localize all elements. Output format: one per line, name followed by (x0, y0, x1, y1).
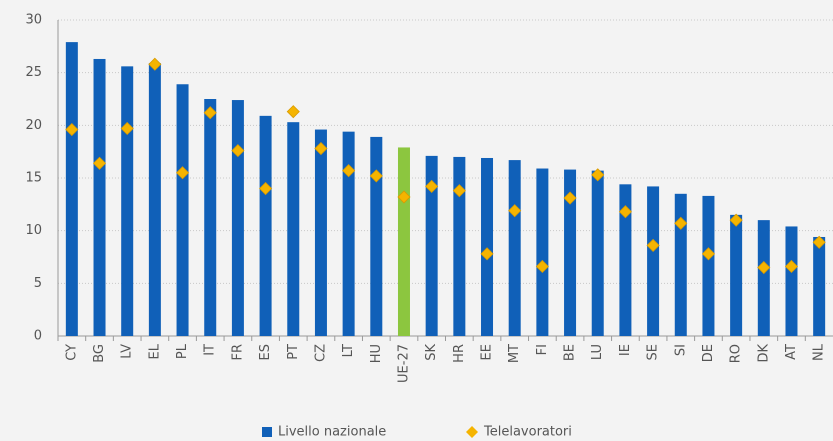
x-tick-label: FR (230, 344, 245, 361)
diamond-marker (508, 204, 522, 218)
bar (785, 226, 798, 336)
x-tick-label: CY (64, 344, 79, 361)
legend-label: Telelavoratori (483, 425, 572, 440)
diamond-marker (92, 156, 107, 170)
x-tick-label: NL (812, 343, 827, 361)
x-tick-label: AT (784, 344, 799, 360)
diamond-marker (674, 216, 688, 230)
bar (65, 42, 78, 337)
diamond-marker (65, 122, 79, 137)
bar (93, 58, 106, 337)
diamond-marker (120, 121, 134, 136)
diamond-marker (259, 181, 273, 196)
x-tick-label: EL (147, 343, 162, 359)
y-tick-label: 5 (34, 276, 42, 291)
bar (674, 193, 687, 336)
x-tick-label: LU (590, 344, 605, 360)
diamond-marker (342, 164, 356, 178)
diamond-marker (591, 168, 605, 182)
diamond-marker (480, 247, 494, 261)
bar (425, 155, 438, 336)
bar (702, 195, 715, 336)
diamond-marker (231, 144, 245, 158)
x-tick-label: HU (369, 344, 384, 363)
diamond-marker (425, 179, 439, 193)
x-tick-label: HR (452, 344, 467, 363)
x-tick-label: LT (341, 344, 356, 357)
diamond-marker (563, 191, 577, 205)
diamond-marker (369, 169, 383, 183)
bar (591, 170, 604, 336)
x-tick-label: DK (756, 344, 771, 363)
x-tick-label: BE (563, 344, 578, 361)
x-tick-label: ES (258, 344, 273, 360)
x-tick-label: SI (673, 344, 688, 356)
legend-label: Livello nazionale (278, 425, 386, 440)
bar (730, 214, 743, 336)
bar (508, 160, 521, 336)
bar (647, 186, 660, 336)
x-tick-label: IE (618, 344, 633, 356)
diamond-marker (646, 238, 660, 252)
diamond-marker (452, 184, 466, 198)
x-tick-label: FI (535, 344, 550, 355)
x-tick-label: SK (424, 344, 439, 361)
bar (204, 99, 217, 336)
x-tick-label: BG (92, 344, 107, 363)
bar (287, 122, 300, 336)
bar (231, 100, 244, 336)
diamond-marker (175, 166, 190, 180)
y-tick-label: 10 (25, 223, 42, 238)
diamond-marker (148, 57, 162, 71)
bar (397, 147, 410, 336)
diamond-marker (701, 247, 716, 261)
x-tick-label: LV (120, 344, 135, 359)
x-tick-label: PT (286, 344, 301, 360)
diamond-marker (618, 205, 632, 219)
y-tick-label: 0 (34, 329, 42, 344)
bar (370, 136, 383, 336)
diamond-marker (535, 259, 549, 274)
x-tick-label: EE (480, 344, 495, 360)
diamond-marker (314, 141, 328, 156)
diamond-marker (729, 213, 743, 227)
bar (148, 63, 161, 336)
bar (481, 157, 494, 336)
bar (121, 66, 134, 336)
x-tick-label: PL (175, 343, 190, 359)
x-tick-label: CZ (313, 344, 328, 362)
bar (176, 84, 189, 337)
diamond-marker (757, 260, 771, 275)
y-tick-label: 15 (25, 171, 42, 186)
diamond-marker (784, 259, 799, 274)
x-tick-label: MT (507, 344, 522, 363)
bar (342, 131, 355, 336)
y-tick-label: 25 (25, 65, 42, 80)
bar (453, 156, 466, 336)
bar (536, 168, 549, 336)
legend-marker (466, 426, 478, 438)
x-tick-label: DE (701, 344, 716, 362)
diamond-marker (812, 235, 826, 249)
x-tick-label: IT (203, 344, 218, 356)
bar (757, 220, 770, 336)
bar (813, 236, 826, 336)
legend-swatch (262, 427, 272, 437)
bar (619, 184, 632, 336)
diamond-marker (286, 105, 300, 119)
bar (314, 129, 327, 336)
bar (259, 115, 272, 336)
y-tick-label: 20 (25, 118, 42, 133)
y-tick-label: 30 (25, 13, 42, 28)
diamond-marker (203, 106, 217, 120)
diamond-marker (397, 190, 411, 204)
x-tick-label: SE (646, 344, 661, 360)
x-tick-label: UE-27 (396, 344, 411, 383)
bar (564, 169, 577, 336)
x-tick-label: RO (729, 344, 744, 363)
